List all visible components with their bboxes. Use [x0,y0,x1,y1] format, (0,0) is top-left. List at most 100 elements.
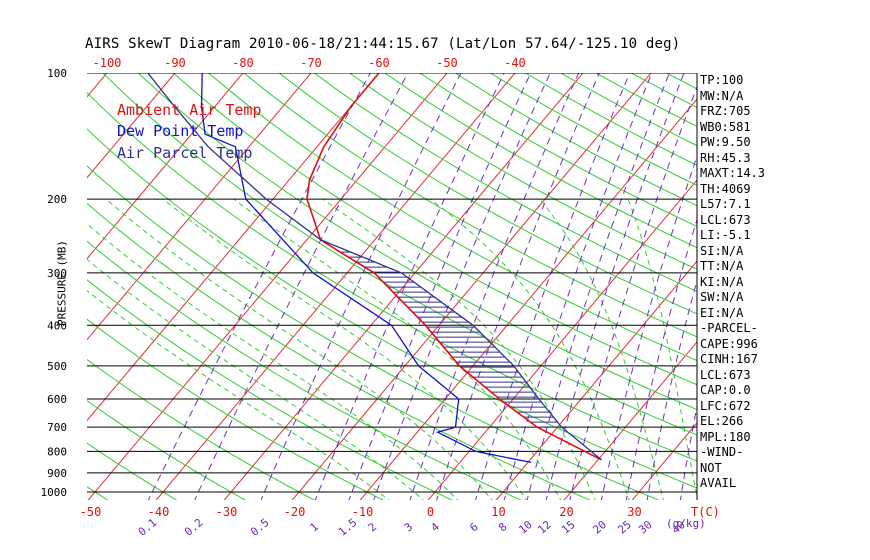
mixing-ratio-label: 3 [402,520,415,534]
mixing-ratio-label: 25 [615,518,634,536]
bottom-temp-tick-label: 10 [491,505,505,519]
dry-adiabat [87,91,697,462]
stability-index-item: TH:4069 [700,181,751,196]
stability-index-item: -PARCEL- [700,321,758,335]
isotherm-line [87,73,176,179]
bottom-temp-tick-label: -20 [284,505,306,519]
moist-adiabat [87,223,459,500]
ambient-temp-line [306,73,602,461]
isotherm-line [563,341,697,500]
dry-adiabat [87,240,522,500]
isotherm-line [87,73,312,341]
isotherm-line [495,260,697,500]
moist-adiabat [322,198,596,500]
stability-index-item: EL:266 [700,414,744,428]
dry-adiabat [87,165,660,500]
mixing-ratio-label: 2 [366,520,379,534]
stability-index-item: NOT [700,460,722,475]
mixing-ratio-line [348,73,532,500]
dry-adiabat [665,54,870,503]
mixing-ratio-label: 0.5 [248,516,272,539]
mixing-ratio-label: 0.1 [136,516,160,539]
bottom-temp-tick-label: -30 [216,505,238,519]
chart-title: AIRS SkewT Diagram 2010-06-18/21:44:15.6… [85,36,681,52]
top-temp-tick-label: -80 [232,56,254,70]
mixing-ratio-line [147,73,371,500]
bottom-temp-tick-label: -40 [148,505,170,519]
top-temp-tick-label: -70 [300,56,322,70]
stability-index-item: L57:7.1 [700,197,751,211]
isotherm-line [359,98,697,500]
stability-index-item: LI:-5.1 [700,228,751,242]
pressure-tick-label: 900 [47,467,67,480]
isotherm-line [87,73,448,500]
isotherm-line [766,54,870,503]
isotherm-line [291,73,652,500]
top-temp-tick-label: -60 [368,56,390,70]
mixing-ratio-unit-label: (g/kg) [666,517,706,530]
pressure-tick-label: 200 [47,193,67,206]
mixing-ratio-label: 8 [496,520,509,534]
stability-index-item: MAXT:14.3 [700,166,766,180]
top-temp-tick-label: -90 [164,56,186,70]
top-temp-tick-label: -40 [504,56,526,70]
stability-index-item: AVAIL [700,476,737,490]
dry-adiabat [87,202,591,500]
x-axis-label: T(C) [691,505,720,519]
stability-index-item: TT:N/A [700,259,744,273]
moist-adiabat [539,198,664,500]
mixing-ratio-line [545,73,685,500]
dry-adiabat [172,73,697,386]
dry-adiabat [383,73,697,249]
dry-adiabat [207,73,697,362]
mixing-ratio-label: 1 [307,520,320,534]
isotherm-line [834,54,870,503]
isotherm-line [427,179,697,500]
moist-adiabat [162,198,527,500]
pressure-tick-label: 600 [47,393,67,406]
bottom-temp-tick-label: 20 [559,505,573,519]
stability-index-item: LCL:673 [700,367,751,382]
stability-index-item: EI:N/A [700,305,744,320]
mixing-ratio-label: 12 [535,518,554,536]
stability-index-item: CAP:0.0 [700,383,751,397]
stability-index-item: MPL:180 [700,429,751,444]
mixing-ratio-line [314,73,505,500]
mixing-ratio-label: 1.5 [336,516,360,539]
moist-adiabat [105,198,493,500]
moist-adiabat [430,198,630,500]
stability-index-item: RH:45.3 [700,150,751,165]
moist-adiabat [233,198,562,500]
pressure-tick-label: 700 [47,421,67,434]
legend-parcel-temp: Air Parcel Temp [117,144,253,162]
stability-index-item: FRZ:705 [700,104,751,118]
dry-adiabat [278,73,697,315]
pressure-tick-label: 400 [47,319,67,332]
pressure-tick-label: 800 [47,445,67,458]
legend-ambient-temp: Ambient Air Temp [117,101,262,119]
stability-index-item: WB0:581 [700,119,751,134]
mixing-ratio-line [194,73,409,500]
moist-adiabat [87,289,390,500]
pressure-tick-label: 300 [47,267,67,280]
stability-index-item: SW:N/A [700,290,744,304]
stability-index-item: CAPE:996 [700,336,758,351]
mixing-ratio-label: 0.2 [182,516,206,539]
stability-index-item: TP:100 [700,73,744,87]
mixing-ratio-line [503,73,653,500]
mixing-ratio-line [569,85,697,500]
mixing-ratio-line [475,73,631,500]
dry-adiabat [102,73,697,436]
stability-index-item: LFC:672 [700,398,751,413]
bottom-temp-tick-label: -10 [352,505,374,519]
parcel-temp-line [147,73,602,461]
mixing-ratio-label: 15 [559,518,578,536]
stability-index-item: SI:N/A [700,243,744,258]
stability-index-item: KI:N/A [700,274,744,289]
stability-index-item: PW:9.50 [700,135,751,149]
dry-adiabat [137,73,697,411]
isotherm-line [87,73,380,422]
bottom-temp-tick-label: -50 [80,505,102,519]
mixing-ratio-line [260,73,462,500]
pressure-tick-label: 100 [47,67,67,80]
